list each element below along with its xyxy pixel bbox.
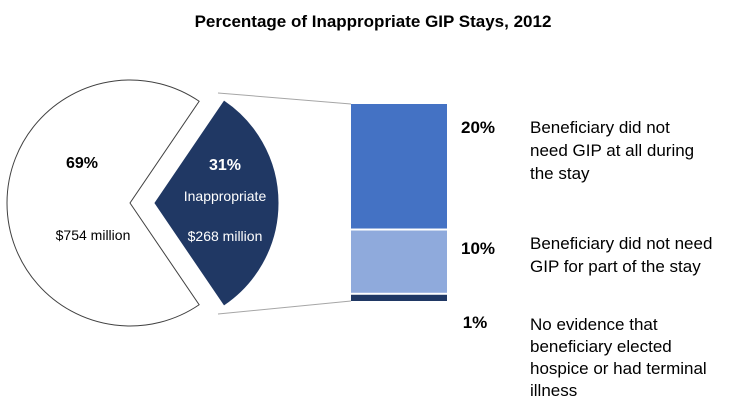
description-line: the stay (530, 164, 590, 183)
description-line: hospice or had terminal (530, 359, 707, 378)
pie-slice-majority (6, 79, 200, 327)
segment-no-evidence-percent: 1% (463, 313, 488, 332)
segment-partly-not-needed-percent: 10% (461, 239, 495, 258)
bar-segment-no-evidence (351, 294, 447, 301)
pie-slice-inappropriate (154, 100, 279, 306)
slice-inappropriate-label: Inappropriate (184, 188, 267, 204)
slice-majority-amount: $754 million (56, 227, 131, 243)
slice-inappropriate-amount: $268 million (188, 228, 263, 244)
connector-line-bottom (217, 300, 352, 315)
segment-no-evidence-description: No evidence that beneficiary elected hos… (530, 315, 711, 400)
slice-majority-percent: 69% (66, 155, 98, 172)
connector-line-top (217, 92, 352, 105)
chart-title: Percentage of Inappropriate GIP Stays, 2… (195, 12, 552, 31)
description-line: Beneficiary did not (530, 118, 670, 137)
segment-not-needed-at-all-description: Beneficiary did not need GIP at all duri… (530, 118, 699, 183)
bar-segment-partly-not-needed (351, 230, 447, 293)
description-line: illness (530, 381, 577, 400)
description-line: need GIP at all during (530, 141, 694, 160)
segment-partly-not-needed-description: Beneficiary did not need GIP for part of… (530, 234, 717, 276)
description-line: No evidence that (530, 315, 658, 334)
segment-not-needed-at-all-percent: 20% (461, 118, 495, 137)
description-line: beneficiary elected (530, 337, 672, 356)
slice-inappropriate-percent: 31% (209, 157, 241, 174)
description-line: GIP for part of the stay (530, 257, 701, 276)
bar-segment-not-needed-at-all (351, 104, 447, 229)
description-line: Beneficiary did not need (530, 234, 712, 253)
